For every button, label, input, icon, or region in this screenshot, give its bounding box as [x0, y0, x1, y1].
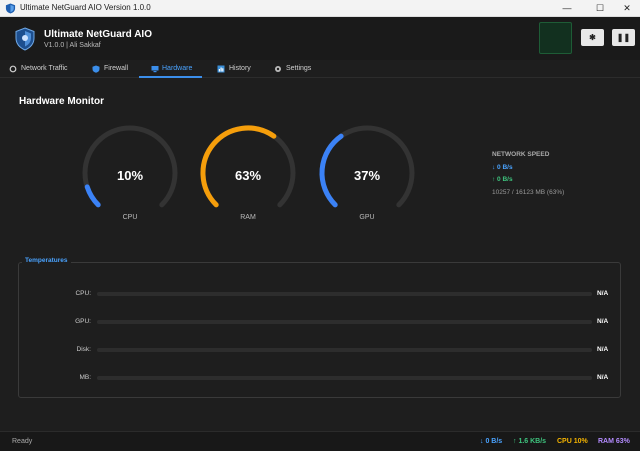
temp-bar-mb — [97, 376, 592, 380]
status-ram: RAM 63% — [598, 438, 630, 445]
temp-label-mb: MB: — [79, 374, 91, 381]
chart-icon — [217, 65, 225, 73]
theme-button[interactable]: ✱ — [581, 29, 604, 46]
status-cpu: CPU 10% — [557, 438, 588, 445]
tab-settings[interactable]: Settings — [274, 60, 319, 78]
gauge-label: GPU — [359, 214, 375, 221]
app-name: Ultimate NetGuard AIO — [44, 29, 152, 40]
network-speed-title: NETWORK SPEED — [492, 151, 550, 158]
temperatures-title: Temperatures — [22, 257, 71, 264]
maximize-button[interactable]: ☐ — [595, 3, 605, 13]
gauge-gpu: 37% GPU — [317, 123, 417, 223]
temp-value-gpu: N/A — [597, 318, 609, 325]
temp-label-disk: Disk: — [76, 346, 91, 353]
gauge-gpu-arc — [319, 125, 415, 208]
status-bar: Ready ↓ 0 B/s ↑ 1.6 KB/s CPU 10% RAM 63% — [0, 431, 640, 451]
gear-icon — [275, 66, 281, 72]
app-shield-icon — [5, 3, 16, 14]
temp-bar-gpu — [97, 320, 592, 324]
temp-label-gpu: GPU: — [75, 318, 91, 325]
app-logo-icon — [15, 27, 35, 51]
tab-history[interactable]: History — [217, 60, 257, 78]
window-titlebar: Ultimate NetGuard AIO Version 1.0.0 — ☐ … — [0, 0, 640, 17]
gauge-cpu-arc — [82, 125, 178, 208]
network-download-speed: ↓ 0 B/s — [492, 164, 513, 171]
tab-label: Settings — [286, 65, 312, 72]
memory-usage: 10257 / 16123 MB (63%) — [492, 189, 565, 196]
temp-value-disk: N/A — [597, 346, 609, 353]
gauge-ram: 63% RAM — [198, 123, 298, 223]
tab-firewall[interactable]: Firewall — [92, 60, 132, 78]
temp-value-cpu: N/A — [597, 290, 609, 297]
tab-label: Hardware — [162, 65, 193, 72]
temp-label-cpu: CPU: — [75, 290, 91, 297]
tab-label: Firewall — [104, 65, 129, 72]
tab-hardware[interactable]: Hardware — [139, 60, 202, 78]
shield-icon — [92, 65, 100, 73]
gauge-value: 10% — [116, 168, 144, 183]
gauge-value: 37% — [353, 168, 381, 183]
gauge-ram-arc — [200, 125, 296, 208]
gauge-value: 63% — [234, 168, 262, 183]
tab-label: History — [229, 65, 251, 72]
temperatures-panel: CPU: N/A GPU: N/A Disk: N/A MB: N/A — [18, 262, 621, 398]
status-indicator — [539, 22, 572, 54]
close-button[interactable]: ✕ — [623, 3, 631, 13]
page-title: Hardware Monitor — [19, 96, 105, 107]
status-upload: ↑ 1.6 KB/s — [513, 438, 547, 445]
tab-network-traffic[interactable]: Network Traffic — [9, 60, 73, 78]
temp-bar-cpu — [97, 292, 592, 296]
tab-bar: Network Traffic Firewall Hardware Histor… — [0, 60, 640, 78]
window-title: Ultimate NetGuard AIO Version 1.0.0 — [20, 3, 151, 12]
pause-button[interactable]: ❚❚ — [612, 29, 635, 46]
app-version: V1.0.0 | Ali Sakkaf — [44, 42, 101, 49]
monitor-icon — [151, 66, 159, 73]
status-download: ↓ 0 B/s — [480, 438, 503, 445]
temp-bar-disk — [97, 348, 592, 352]
tab-label: Network Traffic — [21, 65, 68, 72]
status-text: Ready — [12, 438, 33, 445]
temp-value-mb: N/A — [597, 374, 609, 381]
gauge-label: RAM — [240, 214, 256, 221]
app-header: Ultimate NetGuard AIO V1.0.0 | Ali Sakka… — [0, 17, 640, 60]
minimize-button[interactable]: — — [562, 3, 572, 13]
circle-icon — [9, 65, 17, 73]
network-upload-speed: ↑ 0 B/s — [492, 176, 513, 183]
gauge-cpu: 10% CPU — [80, 123, 180, 223]
gauge-label: CPU — [122, 214, 138, 221]
